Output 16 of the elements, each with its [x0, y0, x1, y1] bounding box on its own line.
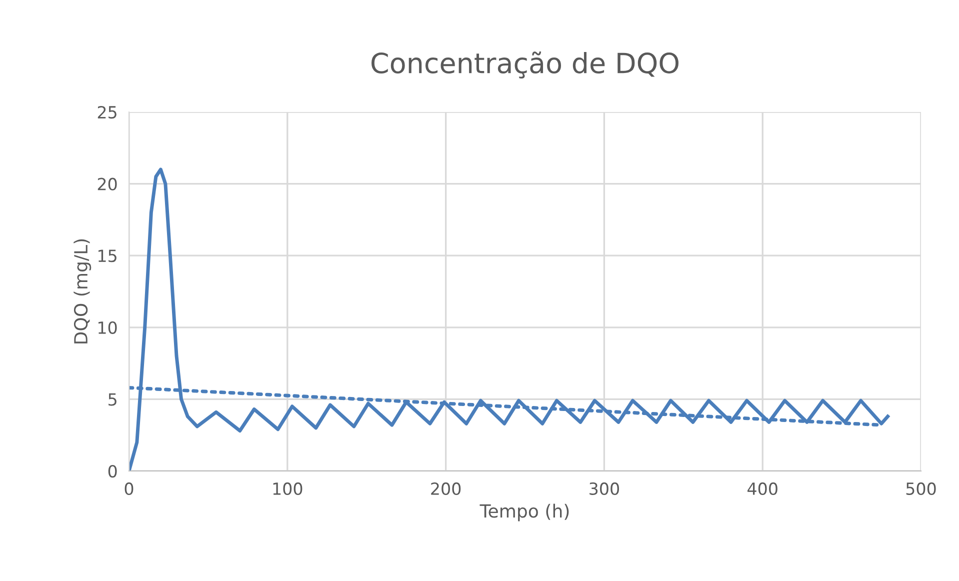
y-tick-label: 10 — [98, 321, 117, 334]
y-tick-label: 5 — [108, 393, 116, 406]
x-tick-label: 200 — [431, 482, 461, 496]
x-tick-label: 300 — [590, 482, 619, 496]
x-tick-label: 0 — [124, 482, 134, 496]
x-axis-title: Tempo (h) — [480, 504, 569, 522]
y-tick-label: 25 — [98, 106, 116, 119]
x-tick-label: 500 — [906, 482, 936, 496]
x-tick-label: 400 — [748, 482, 778, 496]
chart-title: Concentração de DQO — [372, 52, 678, 78]
y-tick-label: 20 — [98, 178, 117, 190]
line-series — [129, 168, 890, 471]
y-tick-label: 0 — [108, 464, 117, 478]
x-tick-label: 100 — [273, 482, 302, 496]
y-axis-title: DQO (mg/L) — [74, 239, 92, 344]
y-tick-label: 15 — [98, 250, 116, 262]
